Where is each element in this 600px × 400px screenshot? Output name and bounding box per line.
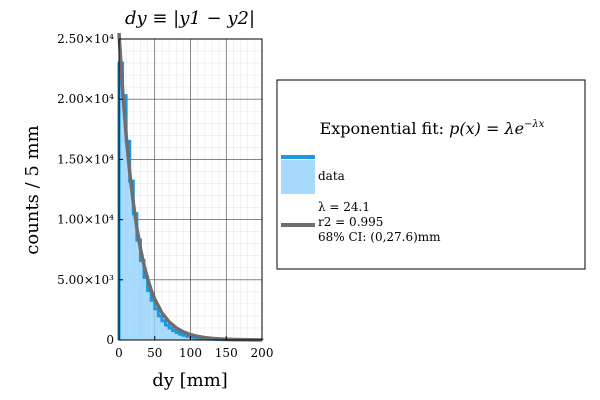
legend-title: Exponential fit: p(x) = λe−λx — [320, 119, 545, 138]
legend-box — [276, 79, 586, 270]
legend-fit-r2: r2 = 0.995 — [318, 215, 383, 229]
histogram-bar — [122, 95, 127, 340]
legend-fit-ci: 68% CI: (0,27.6)mm — [318, 230, 441, 244]
histogram-bar — [126, 141, 130, 340]
x-axis-label: dy [mm] — [152, 370, 228, 391]
y-ticks: 0 5.00×10³ 1.00×10⁴ 1.50×10⁴ 2.00×10⁴ 2.50×10… — [57, 32, 123, 347]
histogram-bars — [119, 63, 262, 341]
y-tick-label: 1.00×10⁴ — [57, 213, 114, 227]
x-tick-label: 0 — [115, 346, 123, 360]
x-tick-label: 50 — [147, 346, 162, 360]
histogram-bar — [161, 320, 166, 340]
histogram-bar — [165, 324, 170, 340]
y-tick-label: 2.00×10⁴ — [57, 92, 114, 106]
histogram-bar — [129, 181, 134, 340]
legend: Exponential fit: p(x) = λe−λx data λ = 2… — [276, 79, 586, 270]
x-tick-label: 200 — [251, 346, 274, 360]
y-tick-label: 1.50×10⁴ — [57, 152, 114, 166]
histogram-bar — [172, 330, 177, 340]
x-tick-label: 100 — [179, 346, 202, 360]
y-tick-label: 2.50×10⁴ — [57, 32, 114, 46]
y-tick-label: 5.00×10³ — [57, 273, 114, 287]
histogram-bar — [140, 260, 145, 340]
legend-title-formula-sup: −λx — [524, 119, 545, 130]
histogram-bar — [133, 213, 137, 340]
x-ticks: 0 50 100 150 200 — [115, 336, 273, 360]
x-tick-label: 150 — [215, 346, 238, 360]
legend-fit-lambda: λ = 24.1 — [318, 200, 370, 214]
histogram-bar — [176, 332, 180, 340]
histogram-bar — [151, 300, 155, 340]
chart-title: dy ≡ |y1 − y2| — [125, 8, 255, 29]
legend-data-swatch — [281, 160, 315, 194]
histogram-bar — [136, 240, 141, 340]
histogram-bar — [186, 336, 191, 340]
histogram-bar — [169, 327, 173, 340]
histogram-bar — [179, 334, 184, 340]
legend-title-formula: p(x) = λe — [449, 119, 524, 138]
histogram-bar — [183, 335, 187, 340]
histogram-bar — [144, 277, 148, 340]
histogram-bar — [158, 315, 162, 340]
histogram-bar — [154, 308, 159, 340]
y-axis-label: counts / 5 mm — [22, 125, 43, 254]
histogram-bar — [119, 63, 123, 341]
histogram-bar — [147, 290, 152, 340]
y-tick-label: 0 — [106, 333, 114, 347]
fit-line — [117, 32, 263, 342]
legend-title-text: Exponential fit: — [320, 119, 450, 138]
legend-data-label: data — [318, 169, 345, 183]
